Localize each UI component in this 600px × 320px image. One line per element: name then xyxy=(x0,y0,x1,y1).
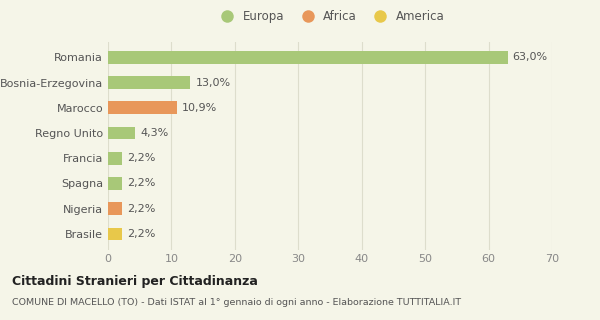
Text: 2,2%: 2,2% xyxy=(127,229,155,239)
Legend: Europa, Africa, America: Europa, Africa, America xyxy=(211,5,449,28)
Text: 2,2%: 2,2% xyxy=(127,179,155,188)
Bar xyxy=(108,152,122,164)
Bar xyxy=(108,202,122,215)
Text: 63,0%: 63,0% xyxy=(512,52,548,62)
Text: COMUNE DI MACELLO (TO) - Dati ISTAT al 1° gennaio di ogni anno - Elaborazione TU: COMUNE DI MACELLO (TO) - Dati ISTAT al 1… xyxy=(12,298,461,307)
Text: 4,3%: 4,3% xyxy=(140,128,169,138)
Text: 2,2%: 2,2% xyxy=(127,204,155,214)
Bar xyxy=(108,177,122,190)
Text: 13,0%: 13,0% xyxy=(196,77,230,88)
Text: 10,9%: 10,9% xyxy=(182,103,217,113)
Text: Cittadini Stranieri per Cittadinanza: Cittadini Stranieri per Cittadinanza xyxy=(12,275,258,288)
Bar xyxy=(108,51,508,64)
Bar xyxy=(108,101,177,114)
Bar xyxy=(108,228,122,240)
Bar xyxy=(108,76,190,89)
Text: 2,2%: 2,2% xyxy=(127,153,155,163)
Bar xyxy=(108,127,135,139)
